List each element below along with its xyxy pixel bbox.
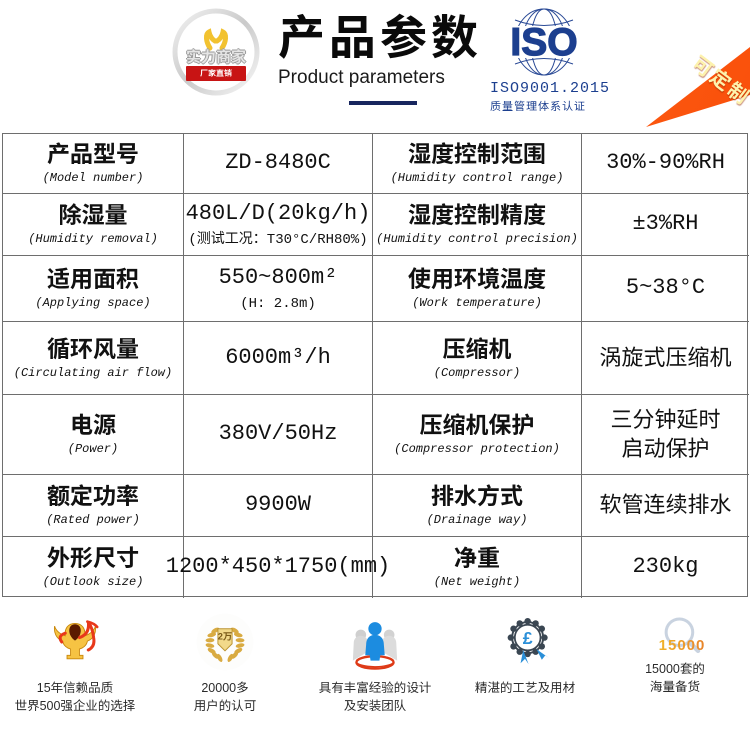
svg-text:£: £ bbox=[523, 628, 533, 648]
svg-text:ISO: ISO bbox=[510, 21, 577, 64]
svg-text:2万: 2万 bbox=[218, 631, 232, 641]
